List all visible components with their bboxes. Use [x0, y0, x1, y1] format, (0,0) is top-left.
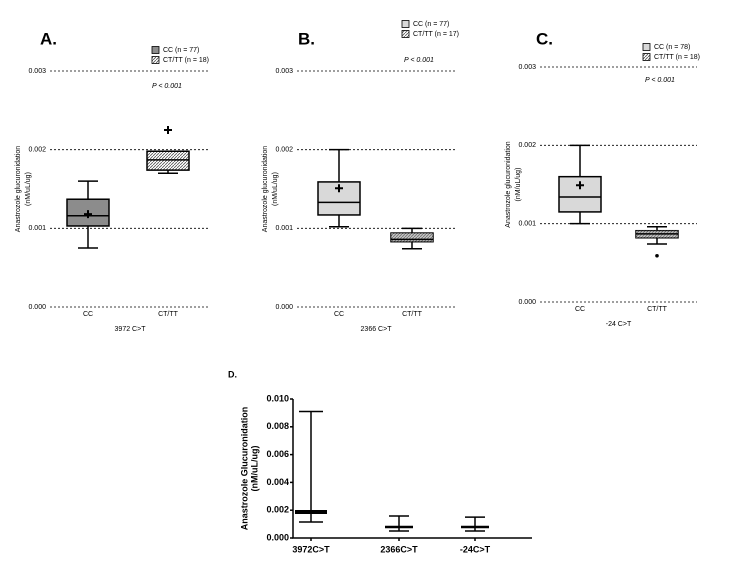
- y-tick-label: 0.008: [266, 421, 289, 431]
- box-hatch: [391, 233, 433, 242]
- legend-label: CT/TT (n = 17): [413, 31, 459, 38]
- x-tick-label: 3972C>T: [292, 544, 330, 554]
- legend-swatch: [151, 46, 160, 54]
- legend-swatch: [151, 56, 160, 64]
- y-tick-label: 0.001: [275, 225, 293, 232]
- y-tick-label: 0.006: [266, 449, 289, 459]
- x-tick-label: 2366C>T: [380, 544, 418, 554]
- y-axis-label: Anastrozole glucuronidation: [15, 146, 22, 232]
- panel: D. Anastrozole Glucuronidation (nM/uL/ug) 0…: [228, 369, 532, 554]
- x-tick-label: -24C>T: [460, 544, 491, 554]
- x-tick-label: CT/TT: [647, 306, 668, 313]
- x-tick-label: CC: [334, 311, 344, 318]
- y-axis-label: (nM/uL/ug): [25, 172, 32, 206]
- legend-swatch: [401, 30, 410, 38]
- x-axis-label: 3972 C>T: [115, 326, 147, 333]
- mean-marker: [84, 210, 92, 219]
- panel: A. Anastrozole glucuronidation (nM/uL/ug) 0…: [15, 29, 210, 333]
- x-tick-label: CC: [575, 306, 585, 313]
- y-tick-label: 0.002: [28, 147, 46, 154]
- y-tick-label: 0.002: [275, 147, 293, 154]
- y-axis-label: (nM/uL/ug): [272, 172, 279, 206]
- x-axis-label: 2366 C>T: [361, 326, 393, 333]
- y-tick-label: 0.000: [518, 299, 536, 306]
- outlier: [655, 253, 659, 258]
- legend-label: CC (n = 77): [413, 21, 449, 28]
- y-axis-label: Anastrozole Glucuronidation: [239, 407, 249, 531]
- mean-marker: [576, 181, 584, 190]
- annotation: P < 0.001: [152, 83, 182, 90]
- x-tick-label: CC: [83, 311, 93, 318]
- x-tick-label: CT/TT: [158, 311, 179, 318]
- panel: B. Anastrozole glucuronidation (nM/uL/ug) 0…: [262, 20, 459, 333]
- y-axis-label: (nM/uL/ug): [515, 168, 522, 202]
- y-axis-label: (nM/uL/ug): [249, 446, 259, 492]
- legend-swatch: [401, 20, 410, 28]
- x-tick-label: CT/TT: [402, 311, 423, 318]
- y-tick-label: 0.003: [28, 68, 46, 75]
- y-tick-label: 0.002: [266, 505, 289, 515]
- y-axis-label: Anastrozole glucuronidation: [262, 146, 269, 232]
- y-tick-label: 0.000: [275, 304, 293, 311]
- panel-label: B.: [298, 29, 315, 48]
- panel: C. Anastrozole glucuronidation (nM/uL/ug) 0…: [505, 29, 700, 327]
- y-tick-label: 0.000: [28, 304, 46, 311]
- panel-label: C.: [536, 29, 553, 48]
- y-tick-label: 0.003: [518, 64, 536, 71]
- legend-label: CC (n = 78): [654, 44, 690, 51]
- y-tick-label: 0.001: [518, 221, 536, 228]
- legend-label: CC (n = 77): [163, 47, 199, 54]
- y-tick-label: 0.001: [28, 225, 46, 232]
- y-tick-label: 0.000: [266, 532, 289, 542]
- panel-label: A.: [40, 29, 57, 48]
- panel-label: D.: [228, 369, 237, 379]
- y-tick-label: 0.010: [266, 393, 289, 403]
- mean-marker: [164, 126, 172, 134]
- mean-marker: [335, 184, 343, 193]
- legend-label: CT/TT (n = 18): [654, 54, 700, 61]
- y-tick-label: 0.004: [266, 477, 289, 487]
- legend-swatch: [642, 43, 651, 51]
- x-axis-label: -24 C>T: [606, 321, 632, 328]
- y-tick-label: 0.003: [275, 68, 293, 75]
- annotation: P < 0.001: [645, 77, 675, 84]
- legend-swatch: [642, 53, 651, 61]
- box: [146, 150, 190, 171]
- annotation: P < 0.001: [404, 57, 434, 64]
- y-axis-label: Anastrozole glucuronidation: [505, 141, 512, 227]
- legend-label: CT/TT (n = 18): [163, 57, 209, 64]
- y-tick-label: 0.002: [518, 142, 536, 149]
- axis-line: [292, 399, 532, 539]
